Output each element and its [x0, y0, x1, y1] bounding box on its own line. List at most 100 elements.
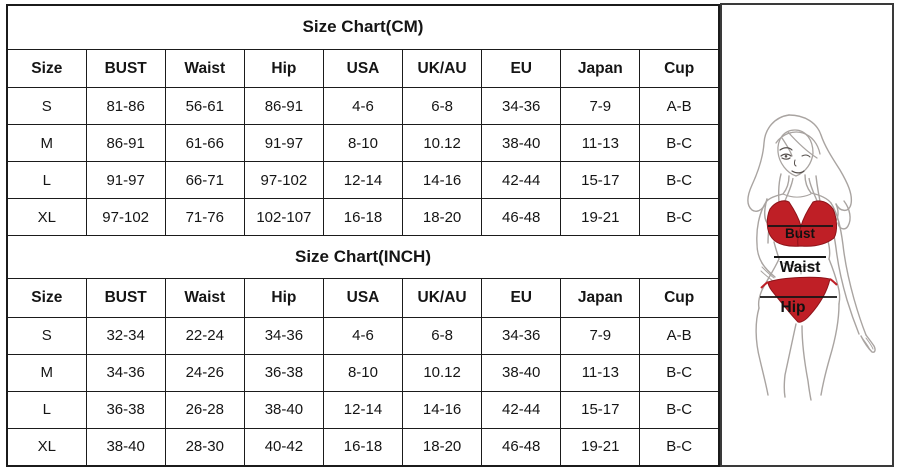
value-cell: 91-97	[243, 124, 324, 163]
value-cell: 71-76	[164, 198, 245, 236]
face-outline	[777, 129, 814, 177]
value-cell: 32-34	[85, 316, 166, 355]
column-header: USA	[322, 277, 404, 318]
value-cell: 12-14	[322, 390, 404, 429]
column-header: Cup	[639, 277, 720, 318]
nose	[793, 159, 797, 167]
size-chart-tbody: Size Chart(CM) Size BUST Waist Hip USA UK/AU EU…	[6, 4, 720, 467]
right-leg-outer	[820, 303, 840, 396]
column-header: EU	[481, 48, 562, 89]
mouth	[791, 170, 805, 174]
value-cell: 42-44	[481, 161, 562, 200]
value-cell: 4-6	[322, 87, 404, 126]
shoulder-left	[765, 193, 784, 203]
value-cell: 86-91	[85, 124, 166, 163]
value-cell: 61-66	[164, 124, 245, 163]
table-row: M 34-36 24-26 36-38 8-10 10.12 38-40 11-13 B-C	[6, 353, 720, 392]
value-cell: 42-44	[481, 390, 562, 429]
table-header-row: Size BUST Waist Hip USA UK/AU EU Japan Cup	[6, 277, 720, 318]
table-header-row: Size BUST Waist Hip USA UK/AU EU Japan Cup	[6, 48, 720, 89]
neck	[782, 175, 790, 195]
stomach-line	[783, 262, 820, 268]
value-cell: 8-10	[322, 124, 404, 163]
size-chart-table: Size Chart(CM) Size BUST Waist Hip USA UK/AU EU…	[6, 4, 720, 467]
value-cell: 38-40	[481, 124, 562, 163]
column-header: UK/AU	[402, 277, 483, 318]
value-cell: 16-18	[322, 427, 404, 467]
column-header: UK/AU	[402, 48, 483, 89]
table-row: XL 97-102 71-76 102-107 16-18 18-20 46-48 19-21…	[6, 198, 720, 236]
value-cell: 38-40	[481, 353, 562, 392]
right-arm-outer	[756, 201, 767, 264]
value-cell: 36-38	[85, 390, 166, 429]
eyebrow	[779, 147, 793, 151]
table-title: Size Chart(CM)	[6, 4, 720, 50]
value-cell: 56-61	[164, 87, 245, 126]
value-cell: B-C	[639, 427, 720, 467]
value-cell: 6-8	[402, 87, 483, 126]
table-row: S 81-86 56-61 86-91 4-6 6-8 34-36 7-9 A-B	[6, 87, 720, 126]
value-cell: 7-9	[560, 87, 641, 126]
left-hand	[860, 334, 876, 353]
bottom-side-straps	[760, 278, 838, 289]
waist-label: Waist	[780, 259, 821, 276]
value-cell: 97-102	[85, 198, 166, 236]
column-header: Waist	[164, 277, 245, 318]
eye	[780, 153, 792, 157]
table-row: M 86-91 61-66 91-97 8-10 10.12 38-40 11-13 B-C	[6, 124, 720, 163]
table-title-row: Size Chart(INCH)	[6, 234, 720, 279]
size-chart-table-container: Size Chart(CM) Size BUST Waist Hip USA UK/AU EU…	[6, 4, 720, 467]
value-cell: B-C	[639, 198, 720, 236]
hip-right	[828, 258, 841, 305]
measurement-figure-box: Bust Waist Hip	[720, 3, 894, 467]
value-cell: 18-20	[402, 198, 483, 236]
value-cell: 11-13	[560, 124, 641, 163]
column-header: Size	[6, 48, 87, 89]
value-cell: 4-6	[322, 316, 404, 355]
value-cell: 10.12	[402, 124, 483, 163]
right-hand	[761, 262, 776, 278]
table-title: Size Chart(INCH)	[6, 234, 720, 279]
size-cell: S	[6, 316, 87, 355]
column-header: Japan	[560, 48, 641, 89]
bust-label: Bust	[785, 226, 816, 241]
value-cell: 8-10	[322, 353, 404, 392]
column-header: EU	[481, 277, 562, 318]
size-cell: XL	[6, 427, 87, 467]
value-cell: 46-48	[481, 427, 562, 467]
bikini-top	[766, 177, 837, 247]
value-cell: 81-86	[85, 87, 166, 126]
value-cell: 34-36	[243, 316, 324, 355]
value-cell: 15-17	[560, 390, 641, 429]
value-cell: 7-9	[560, 316, 641, 355]
table-row: S 32-34 22-24 34-36 4-6 6-8 34-36 7-9 A-B	[6, 316, 720, 355]
column-header: Waist	[164, 48, 245, 89]
value-cell: 66-71	[164, 161, 245, 200]
value-cell: 12-14	[322, 161, 404, 200]
value-cell: 14-16	[402, 390, 483, 429]
value-cell: 34-36	[481, 316, 562, 355]
value-cell: 34-36	[481, 87, 562, 126]
bangs-strokes	[775, 131, 821, 159]
value-cell: 38-40	[85, 427, 166, 467]
column-header: BUST	[85, 277, 166, 318]
right-leg-inner	[801, 325, 812, 401]
column-header: Size	[6, 277, 87, 318]
hidden-eye	[801, 154, 811, 158]
column-header: USA	[322, 48, 404, 89]
value-cell: 40-42	[243, 427, 324, 467]
face-features	[779, 147, 811, 174]
value-cell: 36-38	[243, 353, 324, 392]
size-cell: L	[6, 161, 87, 200]
pupil	[784, 155, 788, 158]
value-cell: 102-107	[243, 198, 324, 236]
value-cell: 91-97	[85, 161, 166, 200]
size-cell: M	[6, 353, 87, 392]
column-header: Hip	[243, 277, 324, 318]
value-cell: 19-21	[560, 427, 641, 467]
table-row: XL 38-40 28-30 40-42 16-18 18-20 46-48 19-21 B-C	[6, 427, 720, 467]
value-cell: 46-48	[481, 198, 562, 236]
value-cell: 18-20	[402, 427, 483, 467]
column-header: Cup	[639, 48, 720, 89]
